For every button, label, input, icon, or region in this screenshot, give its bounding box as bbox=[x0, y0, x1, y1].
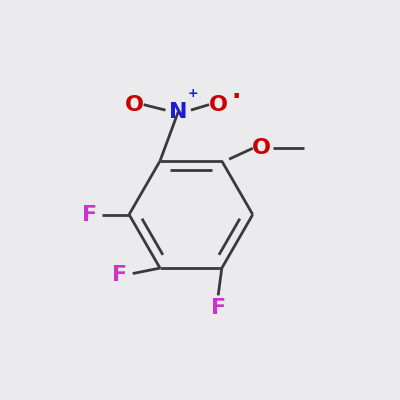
Text: +: + bbox=[188, 87, 198, 100]
Text: ·: · bbox=[232, 85, 241, 109]
Text: O: O bbox=[252, 138, 271, 158]
Text: F: F bbox=[82, 204, 97, 224]
Text: O: O bbox=[125, 95, 144, 115]
Text: F: F bbox=[211, 298, 226, 318]
Text: O: O bbox=[209, 95, 228, 115]
Text: F: F bbox=[112, 265, 128, 285]
Text: N: N bbox=[169, 102, 188, 122]
